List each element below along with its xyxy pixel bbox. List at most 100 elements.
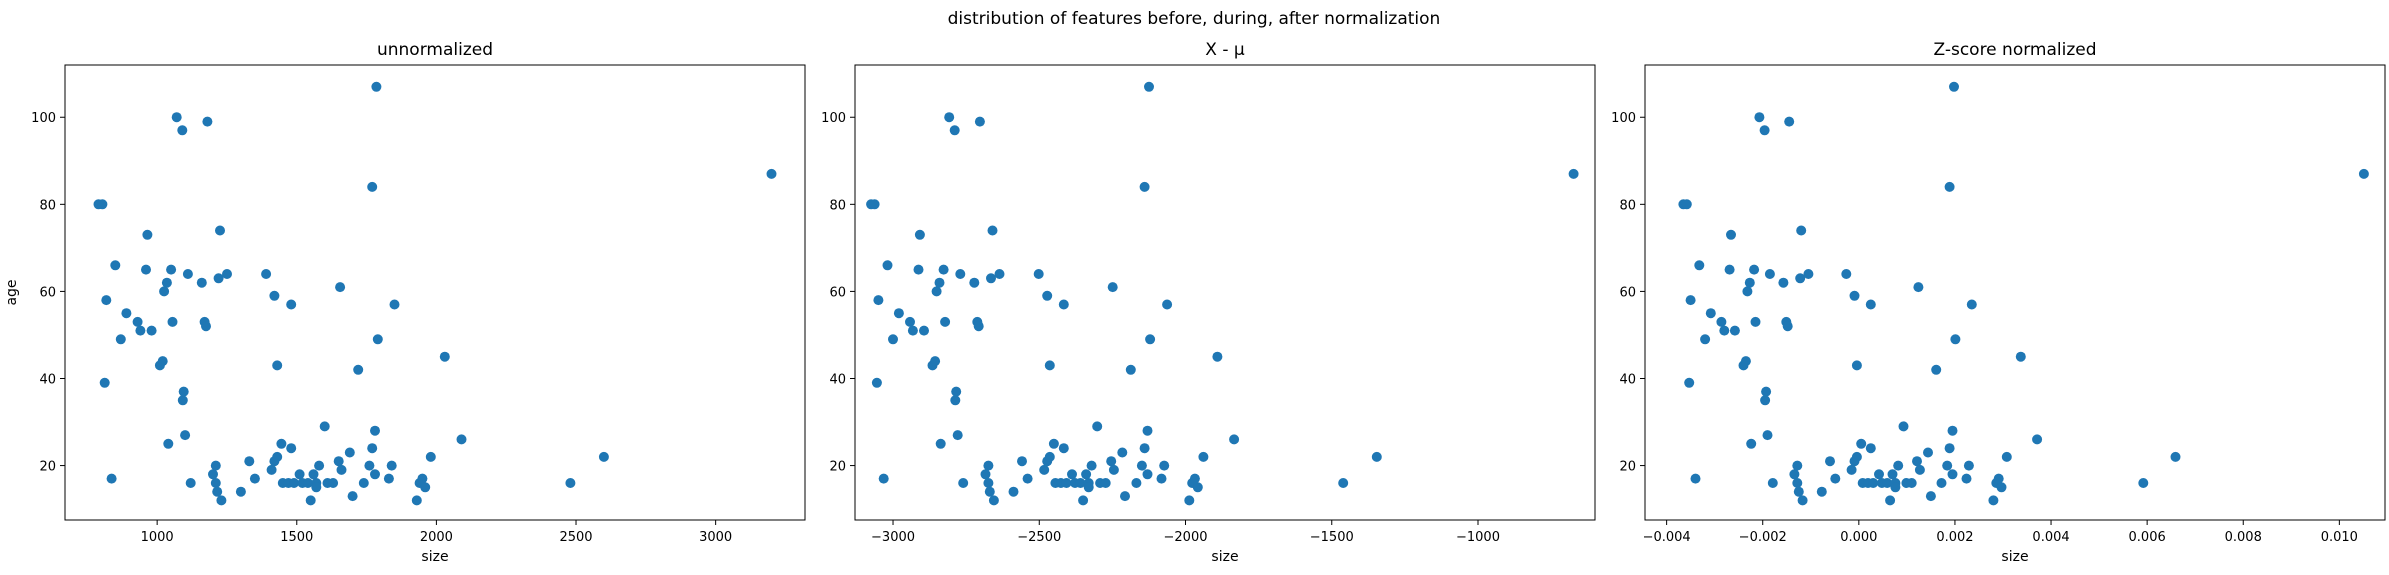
scatter-point [934, 277, 945, 288]
scatter-point [974, 116, 985, 127]
scatter-point [1044, 451, 1055, 462]
scatter-point [305, 495, 316, 506]
scatter-point [905, 316, 915, 327]
scatter-point [308, 469, 319, 480]
scatter-point [1022, 473, 1033, 484]
scatter-point [1189, 473, 1200, 484]
scatter-point [565, 478, 576, 488]
scatter-point [185, 478, 196, 488]
scatter-point [383, 473, 394, 484]
scatter-point [1740, 356, 1751, 367]
scatter-point [328, 478, 339, 488]
x-tick-label: −0.002 [1739, 530, 1787, 545]
axes-frame [1644, 64, 2386, 521]
scatter-point [1906, 478, 1917, 488]
scatter-point [1156, 473, 1167, 484]
scatter-point [1944, 443, 1955, 454]
scatter-point [1793, 486, 1804, 497]
scatter-point [1868, 478, 1879, 488]
scatter-point [289, 478, 299, 488]
y-tick-label: 40 [39, 372, 56, 387]
scatter-point [1993, 473, 2004, 484]
scatter-point [210, 478, 221, 488]
scatter-point [1198, 451, 1209, 462]
scatter-point [417, 473, 428, 484]
scatter-point [311, 482, 322, 493]
scatter-point [261, 269, 272, 279]
scatter-point [372, 334, 383, 345]
scatter-point [1966, 299, 1977, 310]
scatter-point [1759, 125, 1770, 136]
scatter-point [1075, 478, 1086, 488]
y-tick-label: 80 [829, 198, 846, 213]
scatter-point [97, 199, 108, 210]
scatter-point [314, 460, 325, 471]
scatter-point [1923, 447, 1933, 458]
scatter-point [958, 478, 969, 488]
scatter-point [1913, 282, 1924, 293]
scatter-point [1145, 334, 1156, 345]
x-tick-label: 1500 [280, 530, 313, 545]
scatter-point [969, 277, 980, 288]
scatter-point [1568, 168, 1579, 179]
scatter-point [336, 464, 347, 475]
scatter-point [213, 273, 224, 284]
scatter-point [159, 286, 170, 297]
y-axis-label: age [4, 279, 20, 305]
scatter-point [286, 299, 297, 310]
scatter-point [1017, 456, 1027, 467]
y-tick-label: 20 [39, 460, 56, 475]
scatter-point [1044, 360, 1055, 371]
scatter-point [1885, 495, 1896, 506]
scatter-point [1963, 460, 1974, 471]
scatter-point [1797, 495, 1808, 506]
scatter-point [456, 434, 467, 445]
scatter-point [930, 356, 941, 367]
scatter-point [249, 473, 260, 484]
x-tick-label: 0.010 [2321, 530, 2358, 545]
x-tick-label: 0.006 [2129, 530, 2166, 545]
scatter-point [1893, 460, 1904, 471]
scatter-point [1086, 460, 1097, 471]
scatter-point [2015, 351, 2026, 362]
scatter-point [1925, 491, 1936, 502]
scatter-point [1754, 112, 1765, 123]
scatter-point [1949, 81, 1959, 92]
x-tick-label: 0.002 [1936, 530, 1973, 545]
scatter-point [371, 81, 382, 92]
scatter-point [1690, 473, 1701, 484]
scatter-point [1081, 469, 1092, 480]
scatter-point [1159, 460, 1170, 471]
scatter-point [1058, 299, 1069, 310]
scatter-point [2032, 434, 2043, 445]
scatter-point [439, 351, 450, 362]
subplot-z-score-normalized: Z-score normalized −0.004 −0.002 0.000 0.002… [1611, 40, 2386, 565]
scatter-point [178, 386, 189, 397]
scatter-point [1996, 482, 2007, 493]
scatter-point [1139, 443, 1150, 454]
x-tick-label: −3000 [871, 530, 915, 545]
y-tick-label: 60 [829, 285, 846, 300]
scatter-point [983, 478, 994, 488]
scatter-point [347, 491, 358, 502]
scatter-point [2001, 451, 2012, 462]
scatter-point [1782, 321, 1793, 332]
scatter-point [907, 325, 918, 336]
scatter-point [1778, 277, 1789, 288]
scatter-point [2138, 478, 2149, 488]
scatter-point [940, 316, 951, 327]
scatter-point [1856, 438, 1867, 449]
scatter-point [1936, 478, 1947, 488]
x-tick-label: −0.004 [1643, 530, 1691, 545]
scatter-point [1988, 495, 1999, 506]
scatter-point [1144, 81, 1154, 92]
scatter-point [201, 321, 211, 332]
scatter-point [1865, 443, 1876, 454]
scatter-point [980, 469, 991, 480]
scatter-point [914, 229, 925, 240]
scatter-point [106, 473, 117, 484]
y-tick-label: 100 [821, 111, 846, 126]
scatter-point [161, 277, 172, 288]
scatter-point [1898, 421, 1909, 432]
